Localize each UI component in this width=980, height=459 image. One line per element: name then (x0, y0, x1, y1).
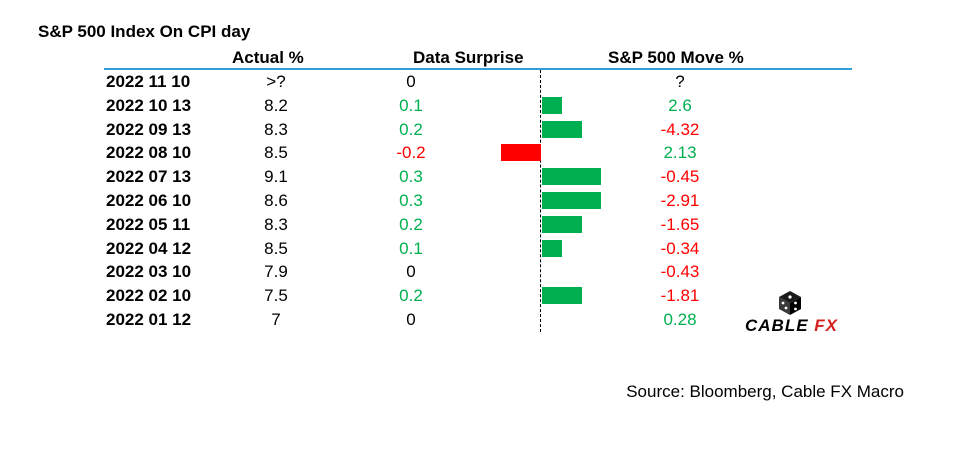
cable-fx-logo: CABLE FX (745, 290, 838, 340)
row-actual: 9.1 (264, 167, 288, 187)
row-date: 2022 10 13 (106, 95, 192, 115)
row-date: 2022 03 10 (106, 262, 192, 282)
surprise-bar (542, 239, 562, 257)
row-actual: >? (266, 72, 286, 91)
row-move: 2.13 (663, 143, 697, 163)
row-move: -0.43 (660, 262, 700, 282)
row-actual: 8.5 (264, 238, 288, 258)
row-surprise: 0 (406, 72, 416, 91)
surprise-bar (542, 120, 582, 138)
row-actual: 8.3 (264, 119, 288, 139)
row-surprise: -0.2 (396, 143, 426, 163)
header-divider (104, 68, 852, 70)
surprise-bar (542, 168, 602, 186)
row-date: 2022 04 12 (106, 238, 192, 258)
surprise-bar (501, 144, 541, 162)
row-actual: 7.5 (264, 286, 288, 306)
row-move: -4.32 (660, 119, 700, 139)
column-header-sp500-move: S&P 500 Move % (608, 48, 744, 67)
surprise-bar (542, 96, 562, 114)
row-move: ? (675, 72, 685, 91)
column-header-actual: Actual % (232, 48, 304, 67)
row-surprise: 0 (406, 310, 416, 329)
row-move: -1.65 (660, 214, 700, 234)
logo-text-accent: FX (814, 316, 839, 335)
surprise-bar (542, 215, 582, 233)
row-date: 2022 08 10 (106, 143, 192, 163)
logo-text-main: CABLE (745, 316, 815, 335)
logo-text: CABLE FX (745, 316, 838, 336)
row-surprise: 0.1 (399, 95, 423, 115)
row-move: -0.45 (660, 167, 700, 187)
row-actual: 8.5 (264, 143, 288, 163)
row-move: -2.91 (660, 191, 700, 210)
row-move: 2.6 (668, 95, 692, 115)
row-date: 2022 02 10 (106, 286, 192, 306)
row-date: 2022 05 11 (106, 214, 191, 234)
row-surprise: 0.2 (399, 286, 423, 306)
row-surprise: 0.3 (399, 167, 423, 187)
row-move: -1.81 (660, 286, 700, 306)
row-surprise: 0.2 (399, 214, 423, 234)
row-date: 2022 06 10 (106, 191, 192, 210)
chart-title: S&P 500 Index On CPI day (38, 22, 251, 41)
source-note: Source: Bloomberg, Cable FX Macro (626, 382, 904, 401)
row-actual: 8.2 (264, 95, 288, 115)
row-date: 2022 07 13 (106, 167, 192, 187)
row-date: 2022 11 10 (106, 72, 191, 91)
row-move: 0.28 (663, 310, 697, 329)
row-actual: 7.9 (264, 262, 288, 282)
row-actual: 8.6 (264, 191, 288, 210)
bar-zero-axis (540, 70, 541, 332)
row-actual: 8.3 (264, 214, 288, 234)
surprise-bar (542, 192, 602, 209)
dice-icon (779, 291, 801, 315)
row-actual: 7 (271, 310, 281, 329)
surprise-bar (542, 287, 582, 305)
row-surprise: 0.3 (399, 191, 423, 210)
row-date: 2022 09 13 (106, 119, 192, 139)
row-surprise: 0 (406, 262, 416, 282)
row-date: 2022 01 12 (106, 310, 192, 329)
row-move: -0.34 (660, 238, 700, 258)
row-surprise: 0.2 (399, 119, 423, 139)
row-surprise: 0.1 (399, 238, 423, 258)
column-header-data-surprise: Data Surprise (413, 48, 524, 67)
